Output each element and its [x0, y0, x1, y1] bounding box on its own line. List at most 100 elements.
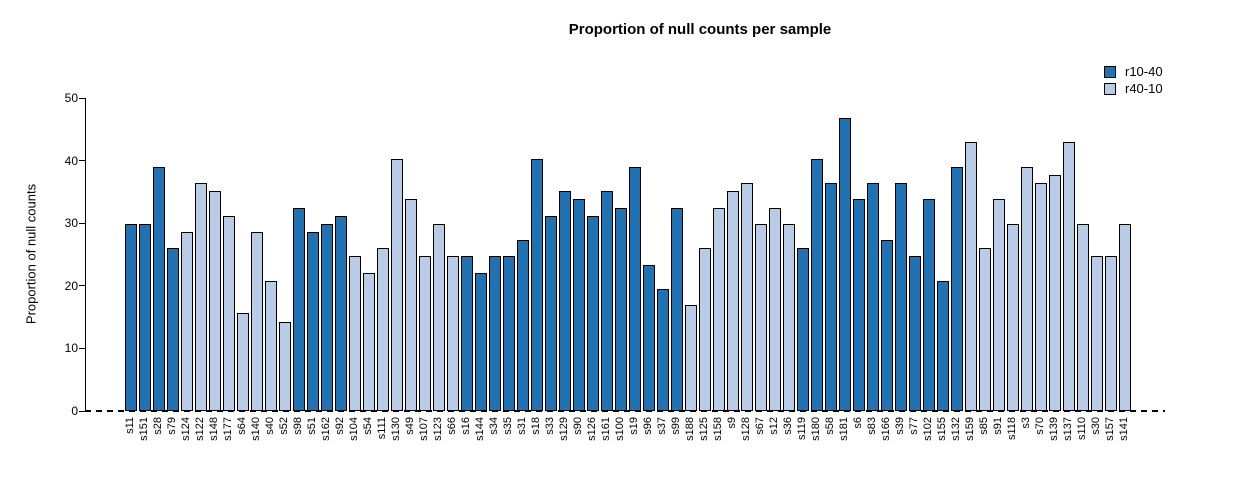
bar-s126 — [587, 215, 599, 411]
bar-slot — [1090, 97, 1104, 411]
bar-s157 — [1105, 256, 1117, 411]
x-tick-label: s3 — [1020, 417, 1032, 429]
bar-s144 — [475, 272, 487, 411]
zero-baseline-dashed — [85, 410, 1165, 412]
x-tick-label: s58 — [824, 417, 836, 435]
x-tick-label: s130 — [390, 417, 402, 441]
bar-slot — [348, 97, 362, 411]
x-tick-label: s70 — [1034, 417, 1046, 435]
bar-s79 — [167, 248, 179, 411]
bar-s67 — [755, 223, 767, 411]
x-tick-label: s96 — [642, 417, 654, 435]
x-labels: s11 s151 s28 s79 s124 s122 s148 s177 s64 s140 s40 s… — [124, 417, 1132, 441]
bar-slot — [936, 97, 950, 411]
bar-s90 — [573, 199, 585, 411]
x-tick-label: s79 — [166, 417, 178, 435]
bar-slot — [432, 97, 446, 411]
bars — [124, 97, 1132, 411]
x-tick-label: s139 — [1048, 417, 1060, 441]
bar-slot — [488, 97, 502, 411]
bar-slot — [390, 97, 404, 411]
bar-s155 — [937, 280, 949, 411]
bar-s40 — [265, 280, 277, 411]
x-tick-label: s141 — [1118, 417, 1130, 441]
bar-s107 — [419, 256, 431, 411]
x-tick-label: s19 — [628, 417, 640, 435]
bar-s92 — [335, 215, 347, 411]
bar-slot — [1048, 97, 1062, 411]
bar-slot — [264, 97, 278, 411]
x-tick-label: s140 — [250, 417, 262, 441]
bar-s18 — [531, 158, 543, 411]
bar-s34 — [489, 256, 501, 411]
bar-slot — [278, 97, 292, 411]
bar-s37 — [657, 288, 669, 411]
bar-s54 — [363, 272, 375, 411]
bar-s102 — [923, 199, 935, 411]
bar-slot — [852, 97, 866, 411]
bar-slot — [964, 97, 978, 411]
bar-s162 — [321, 223, 333, 411]
bar-slot — [376, 97, 390, 411]
x-tick-label: s31 — [516, 417, 528, 435]
bar-s66 — [447, 256, 459, 411]
x-tick-label: s123 — [432, 417, 444, 441]
bar-s91 — [993, 199, 1005, 411]
x-tick-label: s49 — [404, 417, 416, 435]
bar-slot — [222, 97, 236, 411]
bar-s99 — [671, 207, 683, 411]
x-tick-label: s90 — [572, 417, 584, 435]
bar-slot — [124, 97, 138, 411]
x-tick-label: s144 — [474, 417, 486, 441]
x-tick-label: s9 — [726, 417, 738, 429]
bar-slot — [586, 97, 600, 411]
bar-s39 — [895, 183, 907, 411]
bar-slot — [838, 97, 852, 411]
bar-slot — [404, 97, 418, 411]
bar-slot — [572, 97, 586, 411]
x-tick-label: s18 — [530, 417, 542, 435]
bar-s177 — [223, 215, 235, 411]
legend-label: r40-10 — [1125, 81, 1163, 96]
x-tick-label: s118 — [1006, 417, 1018, 441]
x-tick-label: s67 — [754, 417, 766, 435]
x-tick-label: s51 — [306, 417, 318, 435]
y-tick-mark — [79, 222, 85, 224]
bar-s141 — [1119, 223, 1131, 411]
x-tick-label: s66 — [446, 417, 458, 435]
bar-slot — [166, 97, 180, 411]
bar-s128 — [741, 183, 753, 411]
y-tick-label: 0 — [71, 404, 78, 418]
bar-slot — [670, 97, 684, 411]
bar-slot — [306, 97, 320, 411]
x-tick-label: s98 — [292, 417, 304, 435]
y-axis-title: Proportion of null counts — [23, 183, 39, 325]
x-tick-label: s148 — [208, 417, 220, 441]
bar-slot — [292, 97, 306, 411]
bar-s180 — [811, 158, 823, 411]
bar-s85 — [979, 248, 991, 411]
y-tick-mark — [79, 410, 85, 412]
bar-slot — [810, 97, 824, 411]
bar-s110 — [1077, 223, 1089, 411]
bar-s129 — [559, 191, 571, 411]
bar-slot — [194, 97, 208, 411]
bar-slot — [208, 97, 222, 411]
bar-s77 — [909, 256, 921, 411]
bar-s118 — [1007, 223, 1019, 411]
x-tick-label: s104 — [348, 417, 360, 441]
y-tick-mark — [79, 97, 85, 99]
y-tick-label: 40 — [64, 153, 78, 168]
bar-slot — [516, 97, 530, 411]
x-tick-label: s177 — [222, 417, 234, 441]
bar-s52 — [279, 321, 291, 411]
bar-s125 — [699, 248, 711, 411]
bar-slot — [600, 97, 614, 411]
bar-slot — [656, 97, 670, 411]
bar-slot — [754, 97, 768, 411]
bar-slot — [726, 97, 740, 411]
x-tick-label: s181 — [838, 417, 850, 441]
bar-slot — [922, 97, 936, 411]
bar-s30 — [1091, 256, 1103, 411]
bar-s19 — [629, 166, 641, 411]
